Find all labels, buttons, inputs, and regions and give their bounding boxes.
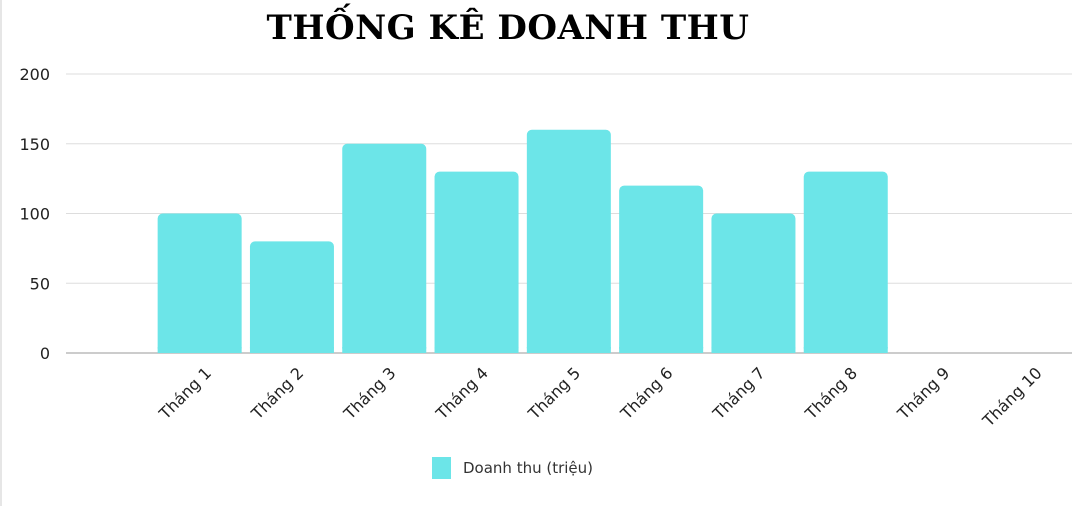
bar-base — [803, 347, 888, 353]
y-tick-label: 200 — [19, 65, 50, 84]
bar — [803, 171, 888, 353]
bar-base — [434, 347, 519, 353]
x-tick-label: Tháng 5 — [524, 363, 584, 423]
x-tick-label: Tháng 9 — [893, 363, 953, 423]
bar-base — [342, 347, 427, 353]
y-tick-label: 150 — [19, 135, 50, 154]
bar — [711, 213, 796, 353]
x-tick-label: Tháng 2 — [247, 363, 307, 423]
x-tick-label: Tháng 7 — [708, 363, 768, 423]
left-edge-border — [0, 0, 2, 506]
legend[interactable]: Doanh thu (triệu) — [432, 456, 593, 480]
chart-title: THỐNG KÊ DOANH THU — [266, 8, 750, 48]
x-tick-label: Tháng 3 — [339, 363, 399, 423]
y-tick-label: 50 — [30, 274, 50, 293]
bar — [342, 143, 427, 353]
x-tick-label: Tháng 10 — [978, 363, 1046, 431]
y-tick-label: 100 — [19, 205, 50, 224]
y-tick-label: 0 — [40, 344, 50, 363]
x-tick-label: Tháng 6 — [616, 363, 676, 423]
x-tick-label: Tháng 4 — [432, 363, 492, 423]
bar-base — [157, 347, 242, 353]
bar-base — [526, 347, 611, 353]
bar-base — [619, 347, 704, 353]
legend-swatch — [432, 457, 451, 479]
bar — [526, 129, 611, 353]
bar-base — [249, 347, 334, 353]
x-tick-label: Tháng 1 — [155, 363, 215, 423]
bar — [434, 171, 519, 353]
bar — [249, 241, 334, 353]
x-tick-label: Tháng 8 — [801, 363, 861, 423]
bar-base — [711, 347, 796, 353]
legend-label: Doanh thu (triệu) — [463, 459, 594, 477]
bar — [157, 213, 242, 353]
bar — [619, 185, 704, 353]
